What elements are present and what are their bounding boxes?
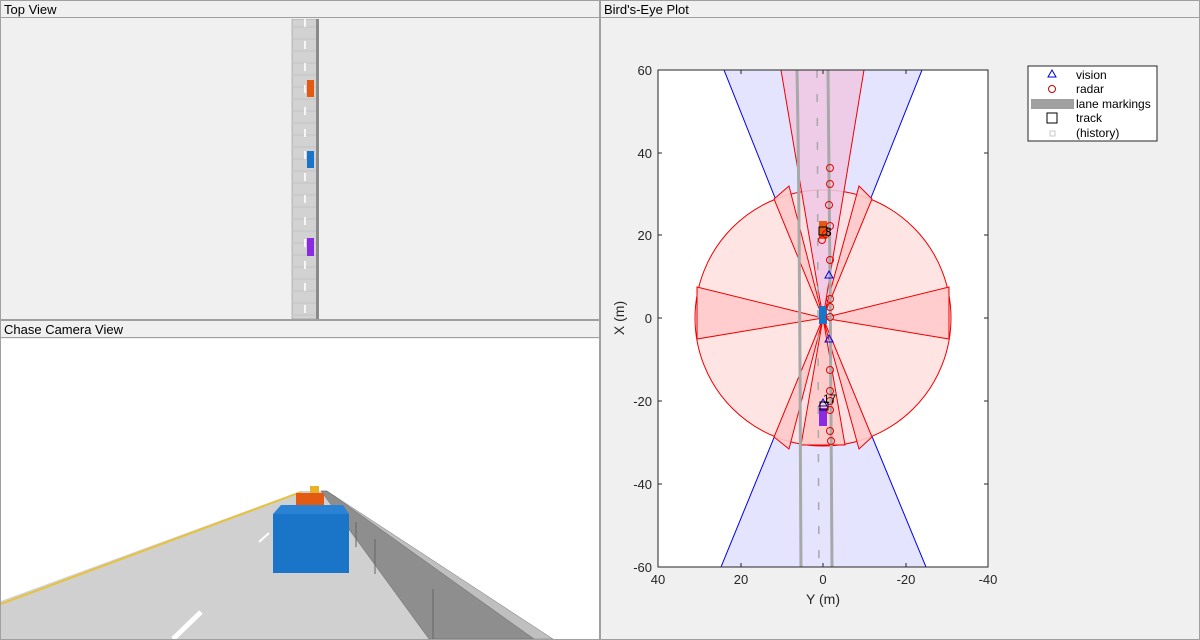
small-square-icon	[1049, 130, 1056, 137]
radar-coverage-left	[696, 286, 824, 340]
y-axis-label: X (m)	[611, 301, 627, 335]
square-icon	[1046, 112, 1058, 124]
top-view-panel: Top View	[0, 0, 600, 320]
legend[interactable]: vision radar lane markings track (histor…	[1027, 65, 1158, 142]
y-tick-label: -40	[633, 477, 652, 492]
lead-vehicle-top	[310, 486, 319, 494]
birds-eye-canvas[interactable]: 3 17 60 40 20 0 -20 -40 -60	[601, 19, 1199, 639]
chase-camera-title: Chase Camera View	[1, 321, 599, 338]
legend-label-vision: vision	[1076, 68, 1107, 82]
radar-coverage-rl	[773, 317, 824, 450]
x-ticks	[657, 70, 989, 567]
ego-vehicle-marker	[819, 306, 827, 324]
x-tick-label: 40	[651, 572, 665, 587]
track-label-rear: 17	[823, 392, 837, 406]
radar-detections	[818, 164, 835, 445]
top-view-title: Top View	[1, 1, 599, 18]
legend-label-track: track	[1076, 111, 1103, 125]
x-tick-label: -20	[897, 572, 916, 587]
ego-vehicle	[273, 514, 349, 573]
y-tick-label: 40	[638, 146, 652, 161]
x-tick-label: -40	[979, 572, 998, 587]
near-lane-dash	[171, 610, 203, 639]
birds-eye-title: Bird's-Eye Plot	[601, 1, 1199, 18]
y-ticks	[658, 69, 988, 568]
triangle-icon	[1047, 68, 1057, 78]
radar-coverage-front-long	[780, 70, 865, 319]
lane-marking-right	[826, 70, 834, 567]
lane-marking-left	[795, 70, 803, 567]
radar-coverage-fr	[822, 185, 873, 319]
far-lane-dash	[258, 532, 270, 543]
y-tick-labels: 60 40 20 0 -20 -40 -60	[633, 63, 652, 575]
lead-vehicle	[296, 493, 324, 507]
barrier	[316, 19, 319, 319]
birds-eye-panel: Bird's-Eye Plot	[600, 0, 1200, 640]
lane-marking-center	[816, 70, 820, 567]
x-tick-labels: 40 20 0 -20 -40	[651, 572, 998, 587]
y-tick-label: 20	[638, 228, 652, 243]
track-label-lead: 3	[825, 225, 832, 239]
barrier-face	[320, 490, 535, 639]
ego-vehicle-roof	[273, 505, 349, 514]
x-axis-label: Y (m)	[806, 591, 840, 607]
radar-coverage-rr	[822, 317, 873, 450]
radar-coverage-rear-long	[800, 317, 846, 446]
legend-label-history: (history)	[1076, 126, 1119, 140]
top-view-canvas[interactable]	[1, 19, 599, 319]
chase-camera-canvas[interactable]	[1, 339, 599, 639]
legend-label-lane-markings: lane markings	[1076, 97, 1151, 111]
x-tick-label: 20	[734, 572, 748, 587]
circle-icon	[1048, 85, 1056, 93]
track-markers	[818, 226, 829, 411]
ego-vehicle	[307, 151, 314, 168]
lead-vehicle	[307, 80, 314, 97]
lead-vehicle-marker	[819, 221, 827, 239]
x-tick-label: 0	[819, 572, 826, 587]
y-tick-label: 0	[645, 311, 652, 326]
road-edge-line	[1, 491, 302, 605]
rear-vehicle	[307, 238, 314, 256]
y-tick-label: -60	[633, 560, 652, 575]
radar-coverage-right	[822, 286, 950, 340]
y-tick-label: 60	[638, 63, 652, 78]
legend-label-radar: radar	[1076, 82, 1104, 96]
chase-camera-panel: Chase Camera View	[0, 320, 600, 640]
gray-band-icon	[1031, 99, 1074, 109]
rear-vehicle-marker	[819, 408, 827, 426]
y-tick-label: -20	[633, 394, 652, 409]
